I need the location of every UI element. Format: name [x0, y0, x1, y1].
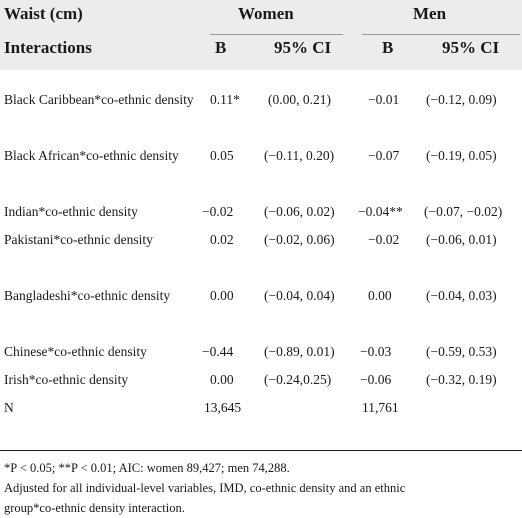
header-ci-women: 95% CI [274, 38, 332, 57]
row-label: Indian*co-ethnic density [4, 204, 138, 219]
header-b-women: B [215, 38, 227, 57]
ci-men-value: (−0.07, −0.02) [424, 204, 503, 219]
b-women-value: 0.11* [210, 92, 240, 107]
table-row: Black Caribbean*co-ethnic density 0.11* … [0, 86, 522, 142]
b-women-value: −0.02 [202, 204, 234, 219]
table-bottom-rule [0, 450, 522, 451]
men-underline [362, 34, 520, 35]
footnote-adjustment-line2: group*co-ethnic density interaction. [4, 501, 185, 515]
row-label: Chinese*co-ethnic density [4, 344, 147, 359]
b-men-value: −0.02 [368, 232, 400, 247]
header-interactions: Interactions [4, 38, 92, 57]
b-men-value: −0.07 [368, 148, 400, 163]
header-waist-cm: Waist (cm) [4, 4, 83, 23]
ci-men-value: (−0.59, 0.53) [426, 344, 497, 359]
header-b-men: B [382, 38, 394, 57]
table-row: Indian*co-ethnic density −0.02 (−0.06, 0… [0, 198, 522, 226]
ci-women-value: (−0.04, 0.04) [264, 288, 335, 303]
ci-women-value: (−0.02, 0.06) [264, 232, 335, 247]
b-women-value: −0.44 [202, 344, 234, 359]
women-underline [210, 34, 343, 35]
b-men-value: −0.03 [360, 344, 392, 359]
b-men-value: −0.06 [360, 372, 392, 387]
header-row-2: Interactions B 95% CI B 95% CI [0, 33, 522, 66]
b-women-value: 13,645 [204, 400, 242, 415]
b-women-value: 0.00 [210, 288, 234, 303]
footnote-adjustment-line1: Adjusted for all individual-level variab… [4, 481, 406, 495]
row-label: Bangladeshi*co-ethnic density [4, 288, 171, 303]
ci-women-value: (0.00, 0.21) [268, 92, 331, 107]
header-women: Women [238, 4, 294, 23]
ci-men-value: (−0.19, 0.05) [426, 148, 497, 163]
row-label: Irish*co-ethnic density [4, 372, 129, 387]
b-men-value: −0.01 [368, 92, 400, 107]
regression-table: Waist (cm) Women Men Interactions B 95% … [0, 0, 522, 424]
row-label: Black African*co-ethnic density [4, 148, 179, 163]
row-label: Pakistani*co-ethnic density [4, 232, 153, 247]
row-label: N [4, 400, 14, 415]
ci-women-value: (−0.11, 0.20) [264, 148, 335, 163]
b-women-value: 0.02 [210, 232, 234, 247]
table-footnotes: *P < 0.05; **P < 0.01; AIC: women 89,427… [4, 458, 519, 518]
table-row: Pakistani*co-ethnic density 0.02 (−0.02,… [0, 226, 522, 282]
table-row: Chinese*co-ethnic density −0.44 (−0.89, … [0, 338, 522, 366]
table-row: Black African*co-ethnic density 0.05 (−0… [0, 142, 522, 198]
ci-men-value: (−0.04, 0.03) [426, 288, 497, 303]
header-men: Men [413, 4, 447, 23]
table-row: Irish*co-ethnic density 0.00 (−0.24,0.25… [0, 366, 522, 394]
ci-women-value: (−0.24,0.25) [264, 372, 332, 387]
b-men-value: −0.04** [358, 204, 403, 219]
footnote-significance: *P < 0.05; **P < 0.01; AIC: women 89,427… [4, 461, 290, 475]
ci-men-value: (−0.12, 0.09) [426, 92, 497, 107]
b-men-value: 11,761 [362, 400, 399, 415]
table-header: Waist (cm) Women Men Interactions B 95% … [0, 0, 522, 70]
ci-women-value: (−0.06, 0.02) [264, 204, 335, 219]
table-body: Black Caribbean*co-ethnic density 0.11* … [0, 86, 522, 424]
header-ci-men: 95% CI [442, 38, 500, 57]
table-row: N 13,645 11,761 [0, 394, 522, 424]
ci-women-value: (−0.89, 0.01) [264, 344, 335, 359]
b-women-value: 0.05 [210, 148, 234, 163]
ci-men-value: (−0.32, 0.19) [426, 372, 497, 387]
b-men-value: 0.00 [368, 288, 392, 303]
b-women-value: 0.00 [210, 372, 234, 387]
header-row-1: Waist (cm) Women Men [0, 0, 522, 33]
row-label: Black Caribbean*co-ethnic density [4, 92, 194, 107]
ci-men-value: (−0.06, 0.01) [426, 232, 497, 247]
table-row: Bangladeshi*co-ethnic density 0.00 (−0.0… [0, 282, 522, 338]
